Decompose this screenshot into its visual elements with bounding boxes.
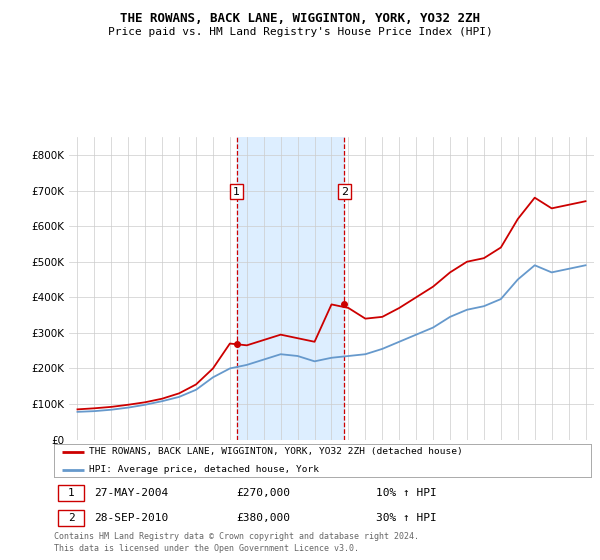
- Text: 30% ↑ HPI: 30% ↑ HPI: [376, 513, 437, 523]
- FancyBboxPatch shape: [58, 485, 84, 501]
- Text: 27-MAY-2004: 27-MAY-2004: [94, 488, 169, 498]
- Text: THE ROWANS, BACK LANE, WIGGINTON, YORK, YO32 2ZH (detached house): THE ROWANS, BACK LANE, WIGGINTON, YORK, …: [89, 447, 463, 456]
- Bar: [236, 137, 344, 440]
- Text: 2: 2: [68, 513, 74, 523]
- Text: 2: 2: [341, 186, 348, 197]
- Text: 1: 1: [68, 488, 74, 498]
- Text: 1: 1: [233, 186, 240, 197]
- Text: HPI: Average price, detached house, York: HPI: Average price, detached house, York: [89, 465, 319, 474]
- Text: £380,000: £380,000: [236, 513, 290, 523]
- Text: 10% ↑ HPI: 10% ↑ HPI: [376, 488, 437, 498]
- Text: 28-SEP-2010: 28-SEP-2010: [94, 513, 169, 523]
- FancyBboxPatch shape: [58, 510, 84, 526]
- Text: This data is licensed under the Open Government Licence v3.0.: This data is licensed under the Open Gov…: [54, 544, 359, 553]
- Text: Price paid vs. HM Land Registry's House Price Index (HPI): Price paid vs. HM Land Registry's House …: [107, 27, 493, 37]
- Text: £270,000: £270,000: [236, 488, 290, 498]
- Text: THE ROWANS, BACK LANE, WIGGINTON, YORK, YO32 2ZH: THE ROWANS, BACK LANE, WIGGINTON, YORK, …: [120, 12, 480, 25]
- Text: Contains HM Land Registry data © Crown copyright and database right 2024.: Contains HM Land Registry data © Crown c…: [54, 532, 419, 541]
